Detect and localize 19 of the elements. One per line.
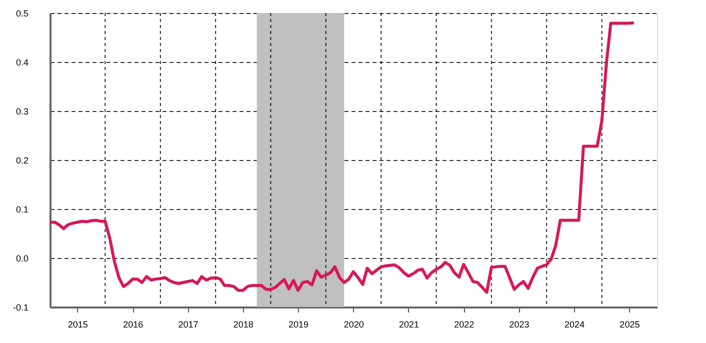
x-tick-label: 2016 — [123, 320, 144, 330]
y-tick-label: 0.0 — [16, 254, 28, 264]
y-tick-label: 0.3 — [16, 106, 28, 116]
x-tick-label: 2018 — [233, 320, 254, 330]
y-tick-label: 0.5 — [16, 8, 28, 18]
x-tick-label: 2024 — [564, 320, 585, 330]
x-tick-label: 2017 — [178, 320, 198, 330]
x-tick-label: 2025 — [620, 320, 640, 330]
y-tick-label: 0.1 — [16, 204, 28, 214]
y-tick-label: 0.2 — [16, 156, 28, 166]
x-tick-label: 2020 — [344, 320, 364, 330]
x-tick-label: 2021 — [398, 320, 420, 330]
x-tick-label: 2022 — [454, 320, 474, 330]
x-tick-label: 2019 — [288, 320, 309, 330]
x-tick-label: 2015 — [68, 320, 88, 330]
y-tick-label: 0.4 — [16, 58, 28, 68]
line-series — [48, 21, 636, 294]
x-tick-label: 2023 — [509, 320, 530, 330]
y-tick-label: -0.1 — [12, 302, 28, 312]
